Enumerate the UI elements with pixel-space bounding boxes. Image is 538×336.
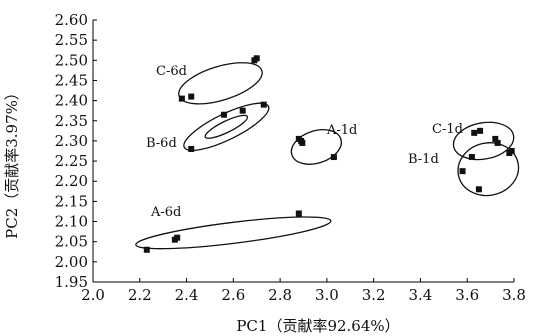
group-label-c-1d: C-1d — [432, 122, 463, 137]
y-axis-title: PC2（贡献率3.97%） — [3, 85, 21, 239]
y-tick-label: 2.60 — [55, 11, 88, 29]
point-a-1d — [299, 139, 306, 146]
x-tick-label: 2.4 — [175, 286, 199, 304]
x-tick-label: 2.2 — [128, 286, 152, 304]
y-tick-label: 1.95 — [55, 273, 88, 291]
point-b-1d — [468, 154, 475, 161]
point-c-1d — [477, 127, 484, 134]
point-a-6d — [143, 246, 150, 253]
point-a-1d — [330, 154, 337, 161]
y-tick-label: 2.45 — [55, 71, 88, 89]
x-tick-label: 3.2 — [362, 286, 386, 304]
x-tick-label: 2.8 — [268, 286, 292, 304]
ellipse-b-6d — [183, 102, 270, 152]
group-label-b-6d: B-6d — [146, 136, 177, 151]
y-tick-label: 2.20 — [55, 172, 88, 190]
point-b-1d — [475, 186, 482, 193]
inner-ellipse-b-6d — [204, 114, 249, 139]
ellipse-a-6d — [135, 216, 332, 250]
y-tick-label: 2.55 — [55, 31, 88, 49]
y-tick-label: 2.40 — [55, 92, 88, 110]
x-tick-label: 2.0 — [81, 286, 105, 304]
point-b-6d — [188, 145, 195, 152]
point-c-6d — [253, 55, 260, 62]
x-tick-label: 3.4 — [409, 286, 433, 304]
y-tick-label: 2.50 — [55, 51, 88, 69]
group-labels: C-6d B-6d A-1d C-1d B-1d A-6d — [146, 64, 463, 220]
point-b-6d — [220, 111, 227, 118]
y-tick-label: 2.00 — [55, 253, 88, 271]
point-b-1d — [508, 148, 515, 154]
point-a-6d — [295, 210, 302, 217]
point-c-1d — [471, 129, 478, 136]
ellipse-a-1d — [290, 129, 342, 165]
x-tick-label: 3.6 — [455, 286, 479, 304]
point-b-1d — [459, 168, 466, 175]
point-c-6d — [178, 95, 185, 102]
y-tick-label: 2.15 — [55, 192, 88, 210]
y-tick-label: 2.05 — [55, 233, 88, 251]
x-tick-label: 3.8 — [502, 286, 526, 304]
group-label-b-1d: B-1d — [408, 152, 439, 167]
group-ellipses — [135, 62, 520, 250]
group-label-c-6d: C-6d — [156, 64, 187, 79]
y-tick-label: 2.30 — [55, 132, 88, 150]
ellipse-c-1d — [452, 121, 515, 161]
axes: 2.0 2.2 2.4 2.6 2.8 3.0 3.2 3.4 3.6 3.8 1.95 2.00 2.… — [55, 11, 526, 304]
group-label-a-1d: A-1d — [326, 123, 357, 138]
point-a-6d — [174, 234, 181, 241]
point-b-6d — [260, 101, 267, 108]
point-b-6d — [239, 107, 246, 114]
x-tick-label: 2.6 — [221, 286, 245, 304]
group-label-a-6d: A-6d — [150, 205, 181, 220]
ellipse-b-1d — [457, 142, 520, 197]
point-c-1d — [494, 139, 501, 146]
x-axis-title: PC1（贡献率92.64%） — [236, 317, 399, 335]
y-tick-label: 2.35 — [55, 112, 88, 130]
x-tick-label: 3.0 — [315, 286, 339, 304]
data-points — [143, 55, 515, 253]
point-c-6d — [188, 93, 195, 100]
y-tick-label: 2.25 — [55, 152, 88, 170]
y-tick-label: 2.10 — [55, 213, 88, 231]
point-c-1d — [492, 135, 499, 142]
